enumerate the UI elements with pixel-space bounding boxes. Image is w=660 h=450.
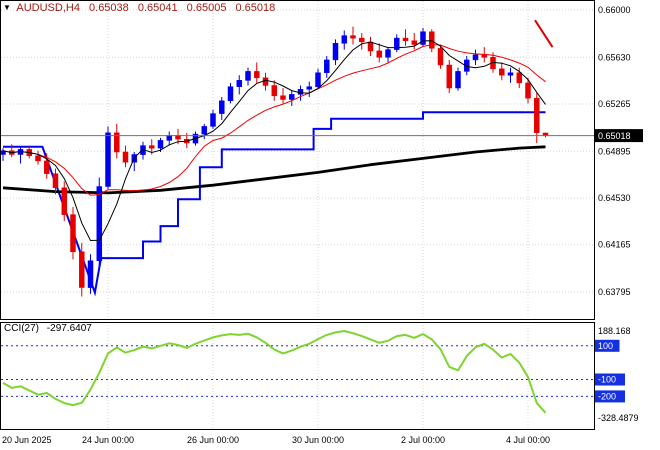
cci-indicator-name: CCI(27)	[4, 323, 40, 334]
cci-level-lines	[1, 345, 594, 397]
ohlc-header: ▼ AUDUSD,H4 0.65038 0.65041 0.65005 0.65…	[3, 2, 275, 14]
svg-text:0.65265: 0.65265	[598, 99, 631, 109]
trendline-stub[interactable]	[534, 19, 554, 48]
ohlc-low-value: 0.65005	[186, 2, 227, 14]
svg-text:0.64165: 0.64165	[598, 240, 631, 250]
svg-text:0.63795: 0.63795	[598, 287, 631, 297]
svg-text:0.65018: 0.65018	[598, 131, 631, 141]
cci-indicator-label: CCI(27) -297.6407	[4, 323, 92, 334]
candles	[0, 26, 549, 297]
price-pane-border	[0, 0, 595, 320]
svg-text:188.168: 188.168	[598, 326, 631, 336]
bid-price-badge	[595, 129, 643, 143]
cci-indicator-value: -297.6407	[46, 323, 92, 334]
svg-text:0.64895: 0.64895	[598, 146, 631, 156]
cci-level-badge	[595, 339, 620, 352]
svg-text:0.65630: 0.65630	[598, 52, 631, 62]
svg-text:0.64530: 0.64530	[598, 193, 631, 203]
svg-text:26 Jun 00:00: 26 Jun 00:00	[187, 435, 239, 445]
svg-text:4 Jul 00:00: 4 Jul 00:00	[506, 435, 550, 445]
svg-text:20 Jun 2025: 20 Jun 2025	[2, 435, 52, 445]
symbol-period-label: AUDUSD,H4	[16, 2, 80, 14]
slow-ma-line	[2, 145, 546, 195]
ohlc-close-value: 0.65018	[235, 2, 276, 14]
cci-level-badge	[595, 373, 625, 386]
svg-text:-328.4879: -328.4879	[598, 413, 639, 423]
svg-text:24 Jun 00:00: 24 Jun 00:00	[82, 435, 134, 445]
ohlc-high-value: 0.65041	[137, 2, 178, 14]
symbol-dropdown-icon[interactable]: ▼	[3, 3, 11, 12]
step-indicator-line	[3, 111, 546, 297]
cci-level-badge	[595, 390, 625, 403]
svg-text:0.66000: 0.66000	[598, 5, 631, 15]
axis-labels: 0.66000 0.65630 0.65265 0.64895 0.64530 0.641…	[2, 5, 643, 445]
ma-fast-line	[2, 40, 546, 242]
cci-pane-border	[0, 322, 595, 430]
ma-mid-line	[2, 44, 546, 196]
svg-text:2 Jul 00:00: 2 Jul 00:00	[401, 435, 445, 445]
cci-line	[2, 330, 547, 414]
svg-text:30 Jun 00:00: 30 Jun 00:00	[292, 435, 344, 445]
svg-text:-200: -200	[598, 391, 616, 401]
svg-text:100: 100	[598, 341, 613, 351]
svg-text:-100: -100	[598, 375, 616, 385]
ohlc-open-value: 0.65038	[89, 2, 129, 14]
grid-lines	[1, 1, 594, 429]
